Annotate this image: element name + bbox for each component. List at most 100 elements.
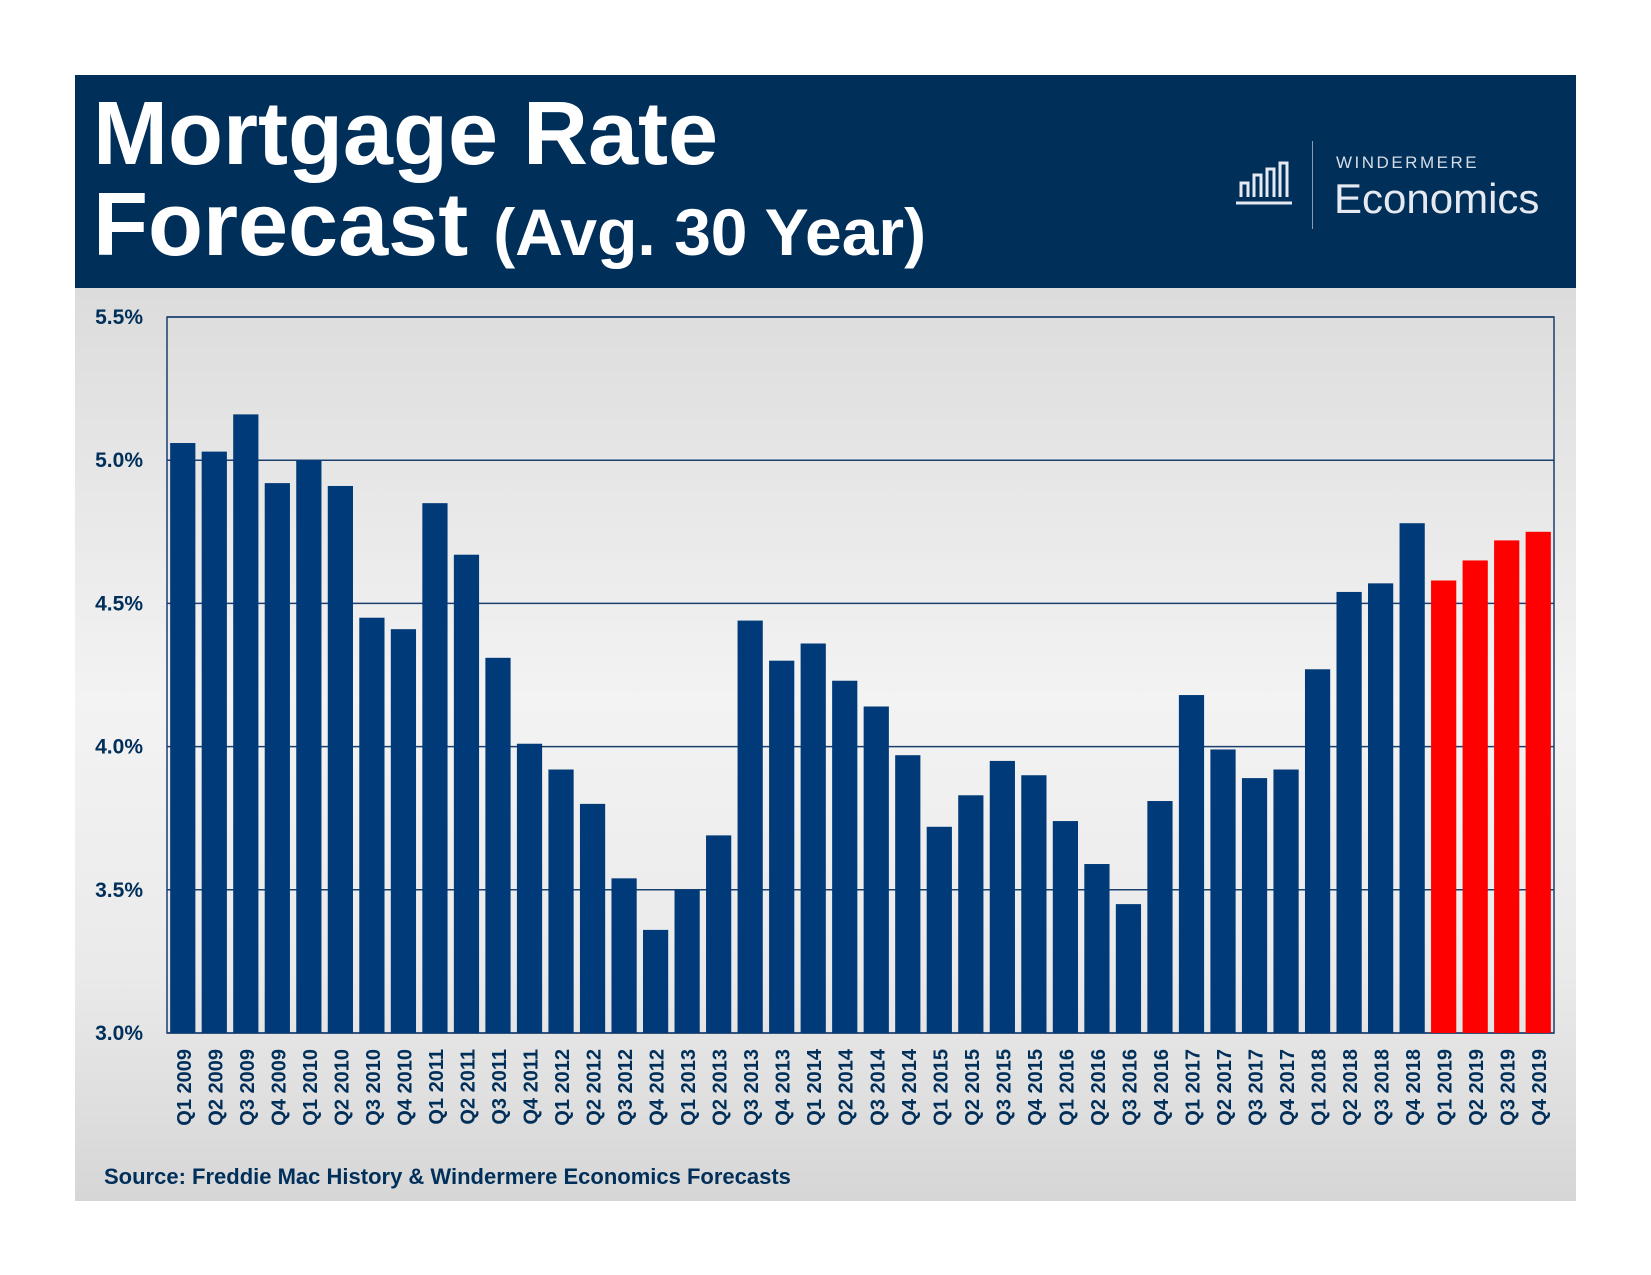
x-tick-label: Q1 2011	[426, 1049, 448, 1125]
x-tick-label: Q3 2019	[1498, 1049, 1520, 1126]
x-tick-label: Q4 2014	[899, 1048, 921, 1126]
chart-panel: 3.0% 3.5% 4.0% 4.5% 5.0% 5.5% Q1 2009 Q2 2009 Q3…	[75, 288, 1576, 1201]
history-bar	[800, 643, 826, 1033]
history-bar	[769, 660, 795, 1033]
x-tick-label: Q4 2019	[1529, 1049, 1551, 1126]
x-tick-label: Q4 2011	[521, 1049, 543, 1125]
page-title-main: Forecast	[93, 175, 469, 275]
x-tick-label: Q4 2009	[268, 1049, 290, 1126]
history-bar	[1021, 775, 1047, 1033]
x-tick-label: Q4 2017	[1277, 1049, 1299, 1126]
bar-chart-icon	[1236, 161, 1292, 205]
history-bar	[1178, 695, 1205, 1033]
x-tick-label: Q2 2013	[710, 1049, 732, 1126]
y-tick-label: 4.0%	[95, 736, 143, 759]
history-bar	[1210, 749, 1236, 1033]
history-bar	[1399, 523, 1425, 1033]
x-tick-label: Q2 2016	[1088, 1049, 1110, 1126]
y-tick-label: 5.0%	[95, 449, 143, 472]
x-tick-label: Q2 2009	[205, 1049, 227, 1126]
x-tick-label: Q1 2014	[804, 1048, 826, 1126]
history-bar	[390, 629, 417, 1033]
history-bar	[895, 755, 921, 1033]
x-tick-label: Q3 2012	[615, 1049, 637, 1126]
history-bar	[1241, 778, 1268, 1033]
header-banner: Mortgage Rate Forecast (Avg. 30 Year) WI…	[75, 75, 1576, 288]
forecast-bar	[1462, 560, 1488, 1033]
x-tick-label: Q2 2010	[331, 1049, 353, 1126]
history-bar	[642, 929, 669, 1033]
brand-name-bottom: Economics	[1334, 175, 1540, 222]
forecast-bar	[1431, 580, 1457, 1033]
history-bar	[706, 835, 732, 1033]
x-tick-label: Q3 2015	[993, 1049, 1015, 1126]
y-tick-label: 3.0%	[95, 1022, 143, 1045]
x-tick-label: Q1 2009	[174, 1049, 196, 1126]
page-title-line2: Forecast (Avg. 30 Year)	[93, 180, 926, 270]
x-tick-label: Q1 2010	[300, 1049, 322, 1126]
history-bar	[359, 617, 385, 1033]
history-bar	[737, 620, 763, 1033]
y-tick-label: 4.5%	[95, 592, 143, 615]
forecast-bar	[1494, 540, 1520, 1033]
plot-border	[166, 316, 1555, 1034]
history-bar	[327, 485, 353, 1033]
x-tick-label: Q3 2009	[237, 1049, 259, 1126]
history-bar	[1304, 669, 1331, 1033]
history-bar	[863, 706, 889, 1033]
history-bar	[516, 743, 543, 1033]
x-tick-label: Q1 2015	[930, 1049, 952, 1126]
page-title-line1: Mortgage Rate	[93, 84, 719, 184]
x-tick-label: Q2 2019	[1466, 1049, 1488, 1126]
x-tick-label: Q3 2017	[1246, 1049, 1268, 1126]
x-tick-label: Q1 2018	[1309, 1049, 1331, 1126]
x-tick-label: Q2 2018	[1340, 1049, 1362, 1126]
x-tick-label: Q4 2012	[647, 1049, 669, 1126]
source-note: Source: Freddie Mac History & Windermere…	[104, 1164, 791, 1189]
history-bar	[832, 680, 858, 1033]
x-tick-label: Q4 2013	[773, 1049, 795, 1126]
history-bar	[958, 795, 984, 1033]
history-bar	[1147, 801, 1173, 1033]
x-tick-label: Q2 2017	[1214, 1049, 1236, 1126]
brand-name-top: WINDERMERE	[1336, 153, 1480, 172]
x-tick-label: Q2 2014	[836, 1048, 858, 1126]
x-tick-label: Q1 2017	[1182, 1049, 1204, 1126]
x-tick-label: Q4 2010	[394, 1049, 416, 1126]
x-tick-label: Q4 2016	[1151, 1049, 1173, 1126]
history-bar	[485, 657, 511, 1033]
y-tick-label: 3.5%	[95, 879, 143, 902]
x-tick-label: Q4 2015	[1025, 1049, 1047, 1126]
history-bar	[1052, 821, 1079, 1033]
x-tick-label: Q3 2016	[1119, 1049, 1141, 1126]
x-tick-label: Q1 2016	[1056, 1049, 1078, 1126]
history-bar	[548, 769, 574, 1033]
brand-divider	[1312, 141, 1313, 229]
page-title-suffix: (Avg. 30 Year)	[493, 195, 927, 269]
x-tick-label: Q1 2019	[1435, 1049, 1457, 1126]
x-tick-label: Q3 2014	[867, 1048, 889, 1126]
y-tick-label: 5.5%	[95, 306, 143, 329]
history-bar	[1273, 769, 1299, 1033]
x-tick-label: Q2 2015	[962, 1049, 984, 1126]
x-tick-label: Q3 2013	[741, 1049, 763, 1126]
history-bar	[296, 460, 322, 1033]
forecast-bar	[1525, 531, 1551, 1033]
x-tick-label: Q3 2011	[489, 1049, 511, 1125]
x-tick-label: Q3 2018	[1372, 1049, 1394, 1126]
x-tick-label: Q4 2018	[1403, 1049, 1425, 1126]
x-tick-label: Q1 2012	[552, 1049, 574, 1126]
history-bar	[989, 760, 1015, 1033]
history-bar	[1368, 583, 1394, 1033]
x-tick-label: Q2 2012	[584, 1049, 606, 1126]
history-bar	[1336, 591, 1362, 1033]
history-bar	[611, 878, 637, 1033]
history-bar	[453, 554, 480, 1033]
history-bar	[1115, 904, 1142, 1033]
history-bar	[926, 826, 952, 1033]
x-tick-label: Q3 2010	[363, 1049, 385, 1126]
x-tick-label: Q2 2011	[457, 1049, 479, 1125]
history-bar	[233, 414, 259, 1034]
history-bar	[422, 503, 448, 1033]
history-bar	[264, 483, 290, 1033]
